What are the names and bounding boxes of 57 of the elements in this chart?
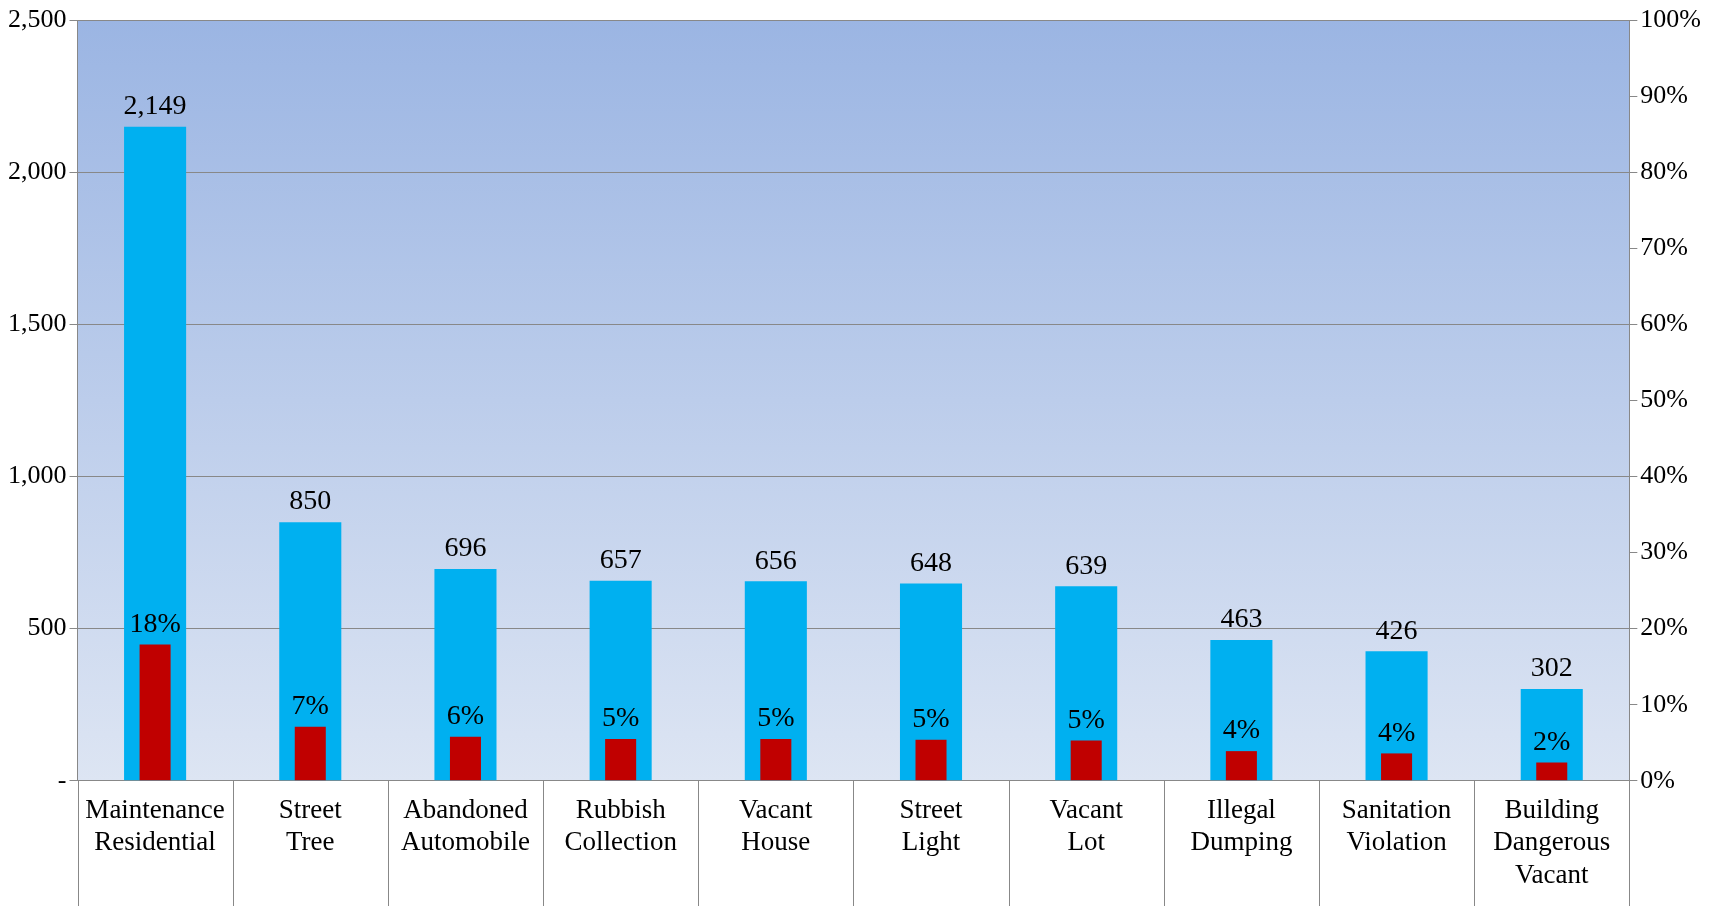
y2-tick-label: 80% bbox=[1640, 155, 1689, 185]
bar bbox=[1536, 762, 1568, 781]
bar bbox=[294, 726, 326, 781]
bar bbox=[139, 644, 171, 781]
data-label: 4% bbox=[1222, 713, 1261, 745]
data-label: 7% bbox=[291, 689, 329, 721]
data-label: 5% bbox=[1067, 702, 1105, 734]
bar bbox=[1070, 740, 1102, 781]
x-tick-label: Sanitation Violation bbox=[1341, 794, 1452, 857]
bar bbox=[449, 736, 481, 781]
bar bbox=[605, 738, 637, 781]
y-tick-label: - bbox=[57, 764, 67, 794]
y-tick-label: 500 bbox=[27, 612, 67, 642]
x-tick-label: Rubbish Collection bbox=[564, 794, 678, 857]
data-label: 302 bbox=[1530, 651, 1573, 683]
data-label: 5% bbox=[601, 701, 640, 733]
y2-tick-label: 10% bbox=[1640, 688, 1689, 718]
y-tick-label: 2,500 bbox=[8, 3, 67, 33]
bar bbox=[915, 739, 947, 781]
data-label: 696 bbox=[444, 531, 487, 563]
x-tick-label: Maintenance Residential bbox=[85, 794, 225, 857]
y2-tick-label: 50% bbox=[1640, 384, 1689, 414]
y2-tick-label: 90% bbox=[1640, 79, 1689, 109]
x-tick-label: Abandoned Automobile bbox=[400, 794, 530, 857]
data-label: 4% bbox=[1377, 715, 1416, 747]
bar bbox=[1225, 751, 1257, 781]
x-tick-label: Illegal Dumping bbox=[1190, 794, 1293, 857]
bar bbox=[1381, 753, 1413, 781]
data-label: 2,149 bbox=[123, 89, 187, 121]
y2-tick-label: 0% bbox=[1640, 764, 1676, 794]
data-label: 5% bbox=[912, 702, 950, 734]
x-tick-label: Vacant House bbox=[739, 794, 814, 857]
y2-tick-label: 20% bbox=[1640, 612, 1689, 642]
data-label: 426 bbox=[1375, 613, 1418, 645]
data-label: 5% bbox=[757, 701, 795, 733]
data-label: 463 bbox=[1220, 602, 1263, 634]
data-label: 648 bbox=[910, 545, 953, 577]
data-label: 656 bbox=[754, 543, 797, 575]
y2-tick-label: 100% bbox=[1640, 3, 1702, 33]
y2-tick-label: 70% bbox=[1640, 232, 1689, 262]
data-label: 639 bbox=[1065, 548, 1108, 580]
y-tick-label: 2,000 bbox=[8, 155, 67, 185]
data-label: 18% bbox=[129, 606, 181, 638]
x-tick-label: Street Light bbox=[899, 794, 963, 857]
y2-tick-label: 40% bbox=[1640, 460, 1689, 490]
y-tick-label: 1,000 bbox=[8, 460, 67, 490]
data-label: 6% bbox=[446, 699, 485, 731]
y2-tick-label: 60% bbox=[1640, 308, 1689, 338]
data-label: 2% bbox=[1533, 724, 1571, 756]
x-tick-label: Street Tree bbox=[278, 794, 343, 857]
y2-tick-label: 30% bbox=[1640, 536, 1689, 566]
x-tick-label: Building Dangerous Vacant bbox=[1493, 794, 1611, 889]
x-tick-label: Vacant Lot bbox=[1049, 794, 1124, 857]
data-label: 850 bbox=[289, 484, 332, 516]
y-tick-label: 1,500 bbox=[8, 308, 67, 338]
bar bbox=[760, 738, 792, 781]
data-label: 657 bbox=[599, 543, 642, 575]
